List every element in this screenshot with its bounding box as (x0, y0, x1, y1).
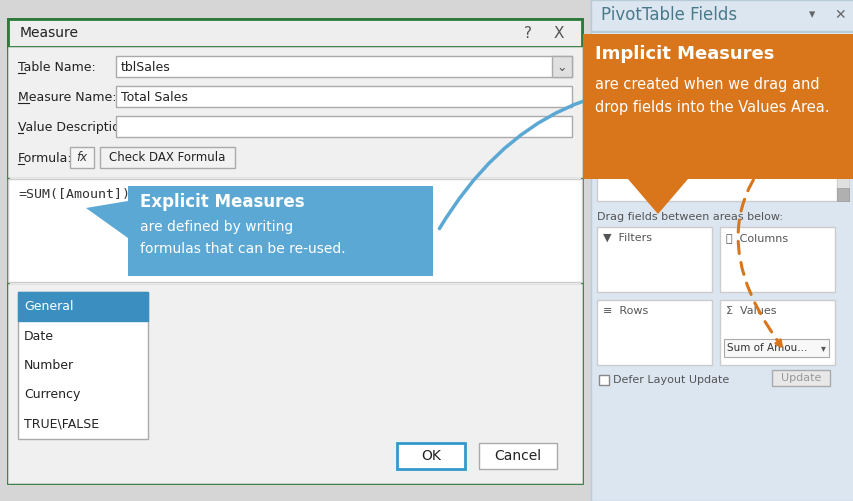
Bar (583, 34, 853, 179)
Bar (70, 147, 94, 168)
Bar (618, 131, 629, 141)
Bar (590, 0, 853, 501)
Text: ✓: ✓ (619, 90, 626, 99)
Text: Sum of Amou...: Sum of Amou... (726, 343, 806, 353)
Text: Explicit Measures: Explicit Measures (140, 193, 305, 211)
Bar (100, 147, 235, 168)
Text: General: General (24, 300, 73, 313)
Text: Measure: Measure (20, 26, 79, 40)
Bar (618, 110, 629, 120)
Text: ✕: ✕ (833, 8, 844, 22)
Bar (8, 47, 581, 177)
Text: ▾: ▾ (808, 89, 814, 99)
Text: Check DAX Formula: Check DAX Formula (108, 150, 225, 163)
Text: Σ  Values: Σ Values (725, 306, 775, 316)
Text: Table Name:: Table Name: (18, 61, 96, 74)
Bar (18, 292, 148, 439)
Text: ⌄: ⌄ (556, 61, 566, 74)
Text: OK: OK (421, 449, 440, 463)
Text: TRUE\FALSE: TRUE\FALSE (24, 418, 99, 431)
Text: ▾: ▾ (808, 9, 815, 22)
Text: X: X (554, 26, 564, 41)
Text: Measure Name:: Measure Name: (18, 91, 116, 104)
Bar (618, 89, 629, 99)
Bar (116, 86, 572, 107)
Text: Currency: Currency (24, 388, 80, 401)
Bar (618, 68, 629, 78)
Polygon shape (86, 201, 128, 238)
Bar (719, 227, 834, 292)
Text: ▾: ▾ (820, 343, 825, 353)
Bar (397, 443, 464, 469)
Bar (590, 0, 853, 31)
Bar (596, 300, 711, 365)
Bar (596, 83, 836, 102)
Text: Region: Region (635, 109, 677, 122)
Bar (8, 284, 581, 483)
Text: are created when we drag and
drop fields into the Values Area.: are created when we drag and drop fields… (595, 77, 828, 115)
Bar (116, 116, 572, 137)
Text: tblSales: tblSales (121, 61, 171, 74)
Text: fx: fx (77, 150, 88, 163)
Bar (116, 56, 572, 77)
Text: ◂: ◂ (602, 46, 608, 56)
Text: Drag fields between areas below:: Drag fields between areas below: (596, 212, 782, 222)
Bar (596, 227, 711, 292)
Bar (836, 36, 848, 201)
Text: ⊞: ⊞ (615, 46, 623, 55)
Bar (8, 179, 581, 282)
Text: Defer Layout Update: Defer Layout Update (612, 375, 728, 385)
Text: ≡  Rows: ≡ Rows (602, 306, 647, 316)
Text: tblSales: tblSales (630, 45, 687, 58)
Text: Amount: Amount (635, 88, 689, 101)
Bar (723, 339, 828, 357)
Bar (614, 44, 626, 56)
Text: Date: Date (24, 330, 54, 343)
Text: =SUM([Amount]): =SUM([Amount]) (18, 187, 130, 200)
Text: Cancel: Cancel (494, 449, 541, 463)
Text: are defined by writing
formulas that can be re-used.: are defined by writing formulas that can… (140, 220, 345, 256)
Bar (596, 36, 836, 201)
Bar (128, 186, 432, 276)
Text: PivotTable Fields: PivotTable Fields (601, 6, 736, 24)
Bar (836, 37, 848, 50)
Bar (618, 152, 629, 162)
Text: Formula:: Formula: (18, 151, 73, 164)
Text: fx  Total Sales: fx Total Sales (635, 129, 721, 142)
Bar (18, 292, 148, 322)
Bar (479, 443, 556, 469)
Text: ▼  Filters: ▼ Filters (602, 233, 651, 243)
Text: fx  Distinct Dav Count: fx Distinct Dav Count (635, 150, 771, 163)
Text: Date: Date (635, 67, 664, 80)
Bar (590, 31, 853, 33)
Bar (598, 375, 608, 385)
Bar (8, 19, 581, 483)
Bar (8, 19, 581, 47)
Bar (551, 56, 572, 77)
Text: ?: ? (524, 26, 531, 41)
Text: Category:: Category: (18, 298, 78, 311)
Bar (771, 370, 829, 386)
Bar (719, 300, 834, 365)
Text: Value Description:: Value Description: (18, 121, 131, 133)
Text: Update: Update (780, 373, 821, 383)
Text: ⦀  Columns: ⦀ Columns (725, 233, 787, 243)
Text: Total Sales: Total Sales (121, 91, 188, 104)
Polygon shape (627, 179, 688, 214)
Text: Implicit Measures: Implicit Measures (595, 45, 774, 63)
Bar (836, 188, 848, 201)
Text: Number: Number (24, 359, 74, 372)
Text: ✛: ✛ (754, 89, 763, 99)
